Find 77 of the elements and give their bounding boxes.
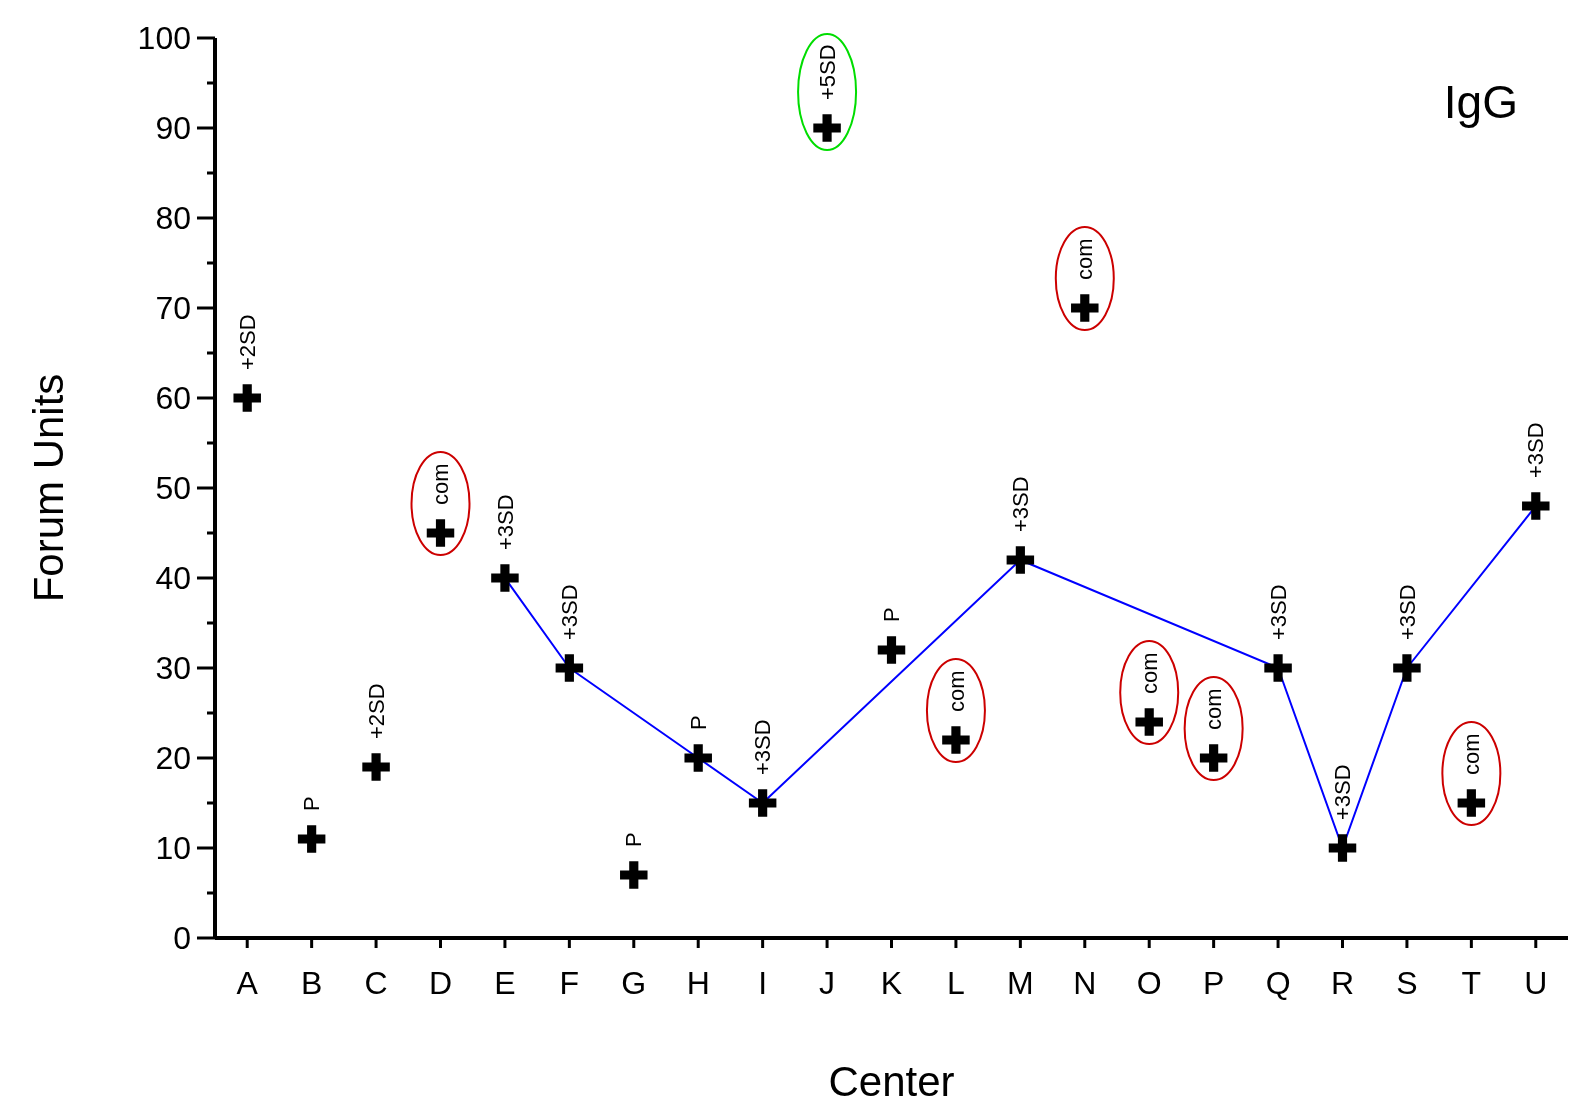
x-tick-label: A <box>236 965 259 1001</box>
point <box>1135 708 1163 736</box>
x-tick-label: K <box>880 965 903 1001</box>
annotation: +3SD <box>557 584 583 640</box>
point <box>813 114 841 142</box>
annotation: +2SD <box>363 683 389 739</box>
y-tick-label: 80 <box>155 200 191 237</box>
point <box>362 753 390 781</box>
y-tick-label: 70 <box>155 290 191 327</box>
point <box>620 861 648 889</box>
point <box>942 726 970 754</box>
x-tick-label: C <box>364 965 388 1001</box>
point <box>1457 789 1486 817</box>
point <box>297 825 326 853</box>
y-tick-label: 0 <box>173 920 191 957</box>
x-tick-label: T <box>1461 965 1482 1001</box>
x-tick-label: N <box>1073 965 1097 1001</box>
x-tick-label: D <box>428 965 453 1001</box>
y-tick-label: 60 <box>155 380 191 417</box>
x-tick-label: B <box>300 965 323 1001</box>
annotation: +2SD <box>234 314 260 370</box>
x-axis-title: Center <box>828 1058 955 1104</box>
x-tick-label: U <box>1524 965 1548 1001</box>
annotation: com <box>1072 238 1098 280</box>
annotation: P <box>299 796 325 811</box>
annotation: +3SD <box>492 494 518 550</box>
point <box>1199 744 1228 772</box>
y-tick-label: 90 <box>155 110 191 147</box>
x-tick-label: L <box>947 965 965 1001</box>
annotation: +3SD <box>1330 764 1356 820</box>
x-tick-label: M <box>1007 965 1034 1001</box>
annotation: +3SD <box>750 719 776 775</box>
point <box>877 636 906 664</box>
y-tick-label: 100 <box>137 20 191 57</box>
point <box>1393 654 1421 682</box>
annotation: P <box>685 715 711 730</box>
point <box>1328 834 1357 862</box>
x-tick-label: R <box>1330 965 1355 1001</box>
annotation: +3SD <box>1523 422 1549 478</box>
y-tick-label: 50 <box>155 470 191 507</box>
annotation: +5SD <box>814 44 840 100</box>
point <box>233 384 261 412</box>
point <box>1006 546 1035 574</box>
annotation: +3SD <box>1265 584 1291 640</box>
x-tick-label: I <box>758 965 768 1001</box>
x-tick-label: S <box>1396 965 1418 1001</box>
y-tick-label: 10 <box>155 830 191 867</box>
annotation: com <box>943 670 969 712</box>
x-tick-label: E <box>494 965 516 1001</box>
y-tick-label: 30 <box>155 650 191 687</box>
point <box>748 789 777 817</box>
point <box>491 564 519 592</box>
annotation: com <box>1459 733 1485 775</box>
text: IgG <box>1443 76 1518 128</box>
x-tick-label: F <box>559 965 580 1001</box>
annotation: +3SD <box>1394 584 1420 640</box>
y-tick-label: 40 <box>155 560 191 597</box>
x-tick-label: J <box>819 965 836 1001</box>
annotation: P <box>879 607 905 622</box>
x-tick-label: O <box>1136 965 1162 1001</box>
point <box>1522 492 1550 520</box>
x-tick-label: Q <box>1265 965 1291 1001</box>
point <box>1264 654 1292 682</box>
x-tick-label: P <box>1202 965 1225 1001</box>
x-tick-label: H <box>686 965 710 1001</box>
annotation: P <box>621 832 647 847</box>
y-axis-title: Forum Units <box>24 373 72 603</box>
y-tick-label: 20 <box>155 740 191 777</box>
point <box>1071 294 1099 322</box>
x-tick-label: G <box>621 965 647 1001</box>
point <box>684 744 712 772</box>
annotation: +3SD <box>1008 476 1034 532</box>
point <box>555 654 584 682</box>
point <box>426 519 455 547</box>
annotation: com <box>1201 688 1227 730</box>
annotation: com <box>428 463 454 505</box>
annotation: com <box>1136 652 1162 694</box>
